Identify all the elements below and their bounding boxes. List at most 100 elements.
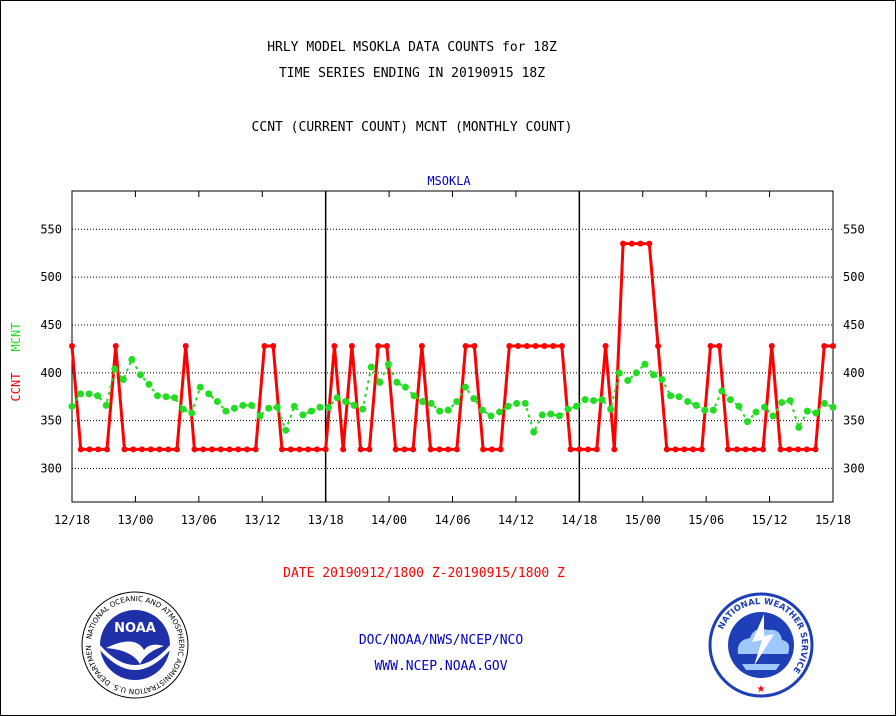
agency-label: DOC/NOAA/NWS/NCEP/NCO [358, 633, 524, 648]
mcnt-point [555, 412, 563, 420]
ccnt-point [366, 446, 373, 453]
mcnt-point [667, 392, 675, 400]
date-range-label: DATE 20190912/1800 Z-20190915/1800 Z [283, 566, 565, 581]
mcnt-point [743, 418, 751, 426]
ccnt-point [742, 446, 749, 453]
y-tick-label-left: 500 [40, 270, 62, 284]
y-tick-label-left: 350 [40, 414, 62, 428]
ccnt-point [768, 343, 775, 350]
ccnt-point [646, 240, 653, 247]
ccnt-point [418, 343, 425, 350]
ccnt-point [331, 343, 338, 350]
x-tick-label: 12/18 [54, 513, 90, 527]
mcnt-point [367, 363, 375, 371]
mcnt-point [213, 398, 221, 406]
chart-subtitle: CCNT (CURRENT COUNT) MCNT (MONTHLY COUNT… [251, 120, 573, 135]
y-axis-label-mcnt: MCNT [9, 323, 23, 352]
mcnt-point [205, 390, 213, 398]
mcnt-point [572, 402, 580, 410]
mcnt-point [188, 409, 196, 417]
mcnt-point [675, 393, 683, 401]
ncep-website-link[interactable]: WWW.NCEP.NOAA.GOV [374, 659, 508, 674]
x-tick-label: 13/00 [117, 513, 153, 527]
mcnt-point [136, 371, 144, 379]
mcnt-point [641, 360, 649, 368]
ccnt-point [375, 343, 382, 350]
mcnt-point [94, 392, 102, 400]
ccnt-point [147, 446, 154, 453]
ccnt-point [200, 446, 207, 453]
mcnt-point [735, 402, 743, 410]
mcnt-point [752, 408, 760, 416]
mcnt-point [795, 423, 803, 431]
ccnt-point [567, 446, 574, 453]
mcnt-point [718, 387, 726, 395]
y-tick-label-right: 300 [843, 462, 865, 476]
mcnt-point [256, 412, 264, 420]
mcnt-point [384, 360, 392, 368]
x-tick-label: 15/18 [815, 513, 851, 527]
y-tick-label-right: 550 [843, 222, 865, 236]
mcnt-point [376, 378, 384, 386]
ccnt-point [173, 446, 180, 453]
ccnt-point [436, 446, 443, 453]
ccnt-point [558, 343, 565, 350]
mcnt-point [487, 412, 495, 420]
mcnt-point [658, 376, 666, 384]
ccnt-point [208, 446, 215, 453]
mcnt-point [709, 406, 717, 414]
series-line-mcnt [71, 357, 834, 435]
ccnt-point [121, 446, 128, 453]
mcnt-point [393, 378, 401, 386]
mcnt-point [496, 408, 504, 416]
series-line-ccnt [70, 242, 833, 451]
ccnt-point [488, 446, 495, 453]
ccnt-point [550, 343, 557, 350]
noaa-logo-text: NOAA [114, 621, 156, 636]
y-tick-label-left: 550 [40, 222, 62, 236]
ccnt-point [226, 446, 233, 453]
mcnt-point [701, 406, 709, 414]
mcnt-point [128, 355, 136, 363]
mcnt-point [761, 403, 769, 411]
ccnt-point [515, 343, 522, 350]
ccnt-point [480, 446, 487, 453]
ccnt-point [602, 343, 609, 350]
ccnt-point [165, 446, 172, 453]
ccnt-point [86, 446, 93, 453]
ccnt-point [77, 446, 84, 453]
x-tick-label: 15/12 [752, 513, 788, 527]
mcnt-point [615, 369, 623, 377]
mcnt-point [478, 406, 486, 414]
ccnt-point [803, 446, 810, 453]
ccnt-point [462, 343, 469, 350]
ccnt-point [340, 446, 347, 453]
x-tick-label: 15/00 [625, 513, 661, 527]
mcnt-point [290, 402, 298, 410]
ccnt-point [427, 446, 434, 453]
ccnt-point [313, 446, 320, 453]
ccnt-point [593, 446, 600, 453]
ccnt-point [795, 446, 802, 453]
ccnt-point [690, 446, 697, 453]
mcnt-point [102, 401, 110, 409]
y-axis-label-ccnt: CCNT [9, 373, 23, 402]
mcnt-point [333, 394, 341, 402]
x-tick-label: 15/06 [688, 513, 724, 527]
ccnt-point [698, 446, 705, 453]
ccnt-point [655, 343, 662, 350]
mcnt-point [230, 404, 238, 412]
mcnt-point [453, 398, 461, 406]
mcnt-point [427, 399, 435, 407]
mcnt-point [461, 383, 469, 391]
ccnt-point [628, 240, 635, 247]
mcnt-point [325, 403, 333, 411]
mcnt-point [564, 405, 572, 413]
ccnt-point [138, 446, 145, 453]
ccnt-point [672, 446, 679, 453]
ccnt-point [112, 343, 119, 350]
series-layer [68, 240, 837, 453]
mcnt-point [436, 407, 444, 415]
mcnt-point [692, 401, 700, 409]
y-tick-label-right: 400 [843, 366, 865, 380]
